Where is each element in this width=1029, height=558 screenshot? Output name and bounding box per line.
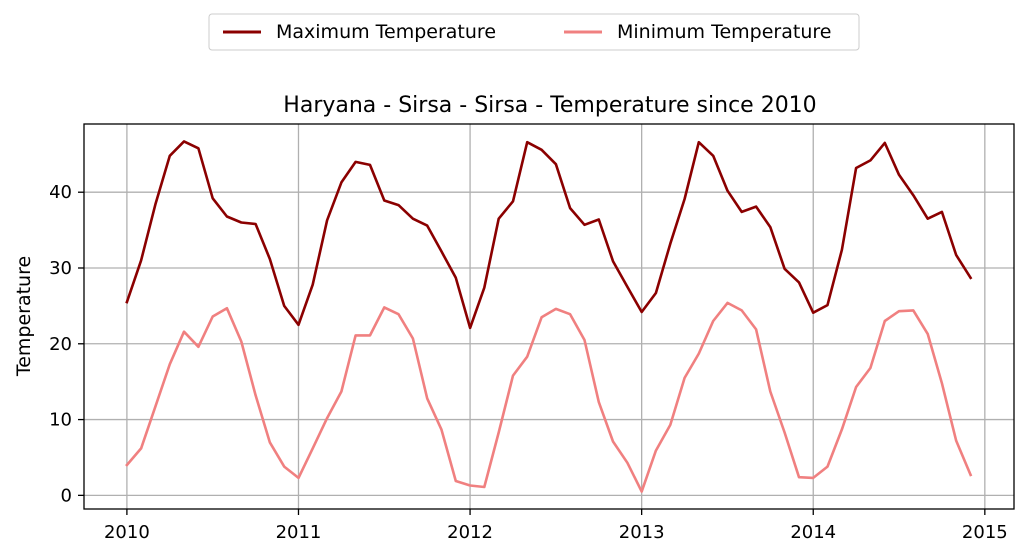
x-tick-label: 2011 <box>276 522 322 543</box>
y-tick-label: 40 <box>49 182 72 203</box>
legend: Maximum Temperature Minimum Temperature <box>208 13 860 51</box>
legend-label-maximum-temperature: Maximum Temperature <box>276 21 496 43</box>
grid <box>84 124 1014 509</box>
y-tick-label: 20 <box>49 334 72 355</box>
x-tick-label: 2015 <box>962 522 1008 543</box>
y-tick-label: 30 <box>49 258 72 279</box>
chart-title: Haryana - Sirsa - Sirsa - Temperature si… <box>283 93 816 118</box>
x-tick-label: 2014 <box>790 522 836 543</box>
plot-series <box>125 140 973 493</box>
series-line-minimum-temperature <box>125 301 973 493</box>
x-tick-label: 2013 <box>619 522 665 543</box>
x-tick-label: 2010 <box>104 522 150 543</box>
axis-ticks: 2010 2011 2012 2013 2014 2015 0 10 20 30 40 <box>49 182 1008 543</box>
plot-frame <box>83 123 1015 510</box>
series-line-maximum-temperature <box>125 140 973 330</box>
legend-label-minimum-temperature: Minimum Temperature <box>617 21 831 43</box>
y-tick-label: 0 <box>61 485 72 506</box>
y-axis-label: Temperature <box>13 256 35 377</box>
y-tick-label: 10 <box>49 410 72 431</box>
x-tick-label: 2012 <box>447 522 493 543</box>
legend-frame <box>208 13 860 51</box>
